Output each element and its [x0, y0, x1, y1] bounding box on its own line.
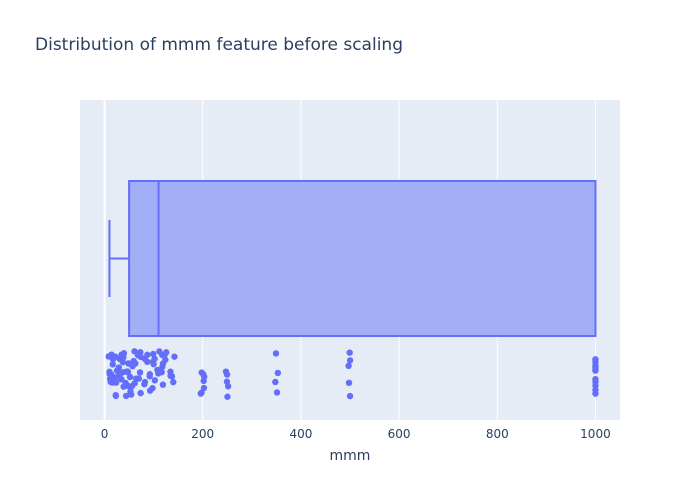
data-point	[144, 351, 151, 359]
data-point	[124, 368, 132, 376]
data-point	[137, 389, 144, 397]
data-point	[224, 383, 232, 390]
data-point	[346, 349, 353, 356]
data-point	[167, 372, 174, 380]
data-point	[345, 362, 352, 369]
x-tick-label: 200	[191, 427, 214, 441]
data-point	[112, 392, 120, 400]
data-point	[151, 355, 158, 362]
data-point	[223, 371, 231, 378]
data-point	[200, 377, 207, 385]
data-point	[274, 369, 282, 377]
data-point	[119, 359, 127, 366]
data-point	[141, 378, 149, 386]
data-point	[346, 392, 354, 400]
data-point	[163, 349, 170, 356]
data-point	[345, 379, 353, 387]
data-point	[272, 350, 280, 357]
data-point	[115, 364, 123, 371]
data-point	[132, 360, 139, 367]
chart-title: Distribution of mmm feature before scali…	[35, 35, 403, 55]
data-point	[146, 371, 154, 378]
box-iqr	[128, 180, 597, 337]
data-point	[135, 375, 143, 382]
data-point	[159, 381, 167, 388]
data-point	[122, 392, 130, 400]
data-point	[592, 375, 599, 383]
data-point	[158, 369, 165, 376]
data-point	[162, 356, 169, 363]
data-point	[112, 379, 120, 386]
data-point	[151, 377, 159, 384]
data-point	[137, 348, 144, 356]
data-point	[171, 353, 178, 360]
x-tick-label: 0	[101, 427, 109, 441]
data-point	[272, 378, 279, 386]
data-point	[127, 391, 135, 398]
x-tick-label: 400	[289, 427, 312, 441]
data-point	[592, 367, 599, 374]
data-point	[149, 384, 156, 392]
data-point	[126, 373, 134, 381]
x-tick-label: 800	[486, 427, 509, 441]
data-point	[224, 393, 231, 400]
x-axis-ticks: 0 200 400 600 800 1000	[101, 427, 611, 441]
data-point	[200, 384, 208, 392]
x-tick-label: 600	[388, 427, 411, 441]
data-points	[105, 348, 599, 400]
data-point	[346, 357, 354, 364]
data-point	[136, 369, 144, 376]
data-point	[592, 356, 599, 363]
data-point	[273, 389, 281, 396]
data-point	[170, 378, 177, 386]
data-point	[120, 350, 128, 357]
x-tick-label: 1000	[580, 427, 611, 441]
x-axis-title: mmm	[330, 448, 371, 464]
data-point	[109, 361, 116, 368]
data-point	[592, 386, 599, 394]
box-plot	[108, 180, 597, 337]
data-point	[118, 376, 125, 383]
